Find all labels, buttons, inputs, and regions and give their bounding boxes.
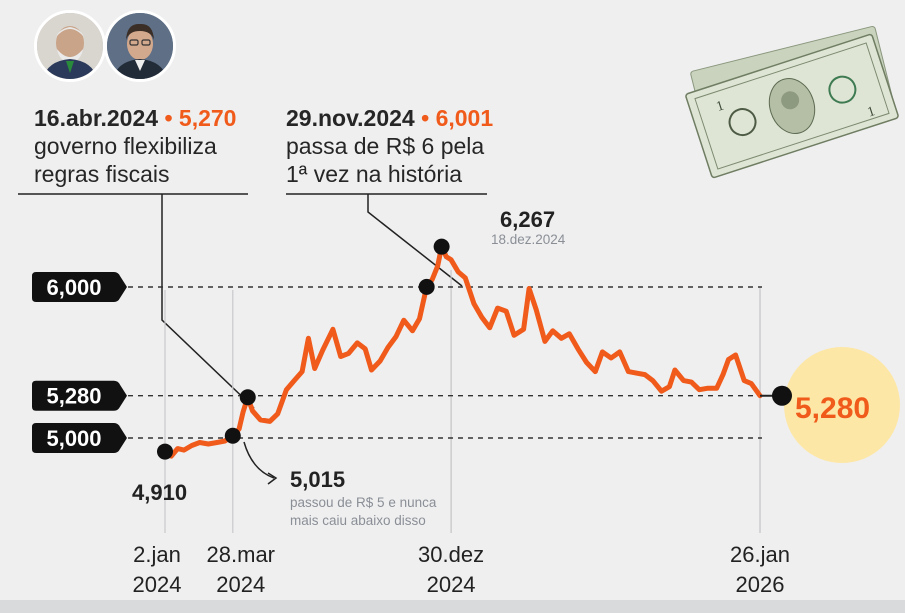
us-dollar-banknotes-icon: 1 1 — [685, 25, 899, 179]
x-axis: 2.jan 2024 28.mar 2024 30.dez 2024 26.jan 2026 — [133, 542, 790, 597]
annotation-separator: • — [164, 105, 173, 131]
data-label-end: 5,280 — [795, 392, 870, 425]
person-portrait-icon — [37, 13, 103, 79]
data-note-line-2: mais caiu abaixo disso — [290, 513, 426, 528]
data-label-peak: 6,267 — [500, 207, 555, 232]
annotation-value: 6,001 — [435, 105, 494, 131]
grid — [164, 270, 761, 533]
avatar-2 — [104, 10, 176, 82]
x-tick-label: 2024 — [133, 572, 182, 597]
x-tick-label: 30.dez — [418, 542, 484, 567]
annotation-date: 16.abr.2024 — [34, 105, 159, 131]
reference-lines: 6,000 5,280 5,000 — [32, 272, 762, 453]
svg-text:1: 1 — [715, 99, 726, 115]
annotation-first-time-six: 29.nov.2024 • 6,001 passa de R$ 6 pela 1… — [286, 104, 493, 188]
x-tick-label: 2.jan — [133, 542, 181, 567]
annotation-description-line-1: governo flexibiliza — [34, 133, 217, 159]
data-label-5015: 5,015 — [290, 467, 345, 492]
arrow-head-icon — [267, 472, 278, 485]
curved-arrow-icon — [243, 441, 275, 479]
x-tick-label: 2024 — [427, 572, 476, 597]
data-point-marker — [418, 278, 435, 295]
leader-line — [367, 194, 463, 287]
leader-line — [161, 194, 255, 409]
annotation-description-line-2: 1ª vez na história — [286, 161, 462, 187]
reference-pill-shape — [32, 272, 127, 302]
data-point-marker — [772, 385, 792, 406]
series-line — [162, 244, 763, 459]
annotation-separator: • — [421, 105, 430, 131]
x-tick-label: 26.jan — [730, 542, 790, 567]
data-point-marker — [433, 238, 450, 255]
reference-pill-shape — [32, 423, 127, 453]
annotation-value: 5,270 — [178, 105, 237, 131]
data-point-marker — [157, 443, 173, 460]
x-tick-label: 2026 — [736, 572, 785, 597]
reference-label: 5,280 — [46, 384, 101, 409]
bottom-bar — [0, 600, 905, 613]
label-group: 4,910 5,015 passou de R$ 5 e nunca mais cai… — [132, 207, 870, 528]
data-note-line-1: passou de R$ 5 e nunca — [290, 495, 437, 510]
annotation-description-line-2: regras fiscais — [34, 161, 170, 187]
reference-label: 6,000 — [46, 275, 101, 300]
reference-label-pill: 5,280 — [32, 380, 127, 411]
annotation-date: 29.nov.2024 — [286, 105, 415, 131]
data-point-marker — [239, 389, 256, 406]
x-tick-label: 2024 — [216, 572, 265, 597]
reference-label: 5,000 — [46, 426, 101, 451]
reference-pill-shape — [32, 380, 127, 411]
data-label-start: 4,910 — [132, 480, 187, 505]
data-label-peak-date: 18.dez.2024 — [491, 232, 566, 247]
data-point-marker — [224, 427, 241, 444]
svg-text:1: 1 — [866, 104, 877, 120]
annotation-fiscal-rules: 16.abr.2024 • 5,270 governo flexibiliza … — [34, 104, 236, 188]
reference-label-pill: 6,000 — [32, 272, 127, 302]
person-portrait-icon — [107, 13, 173, 79]
annotation-description-line-1: passa de R$ 6 pela — [286, 133, 485, 159]
x-tick-label: 28.mar — [207, 542, 275, 567]
marker-group — [157, 238, 900, 463]
reference-label-pill: 5,000 — [32, 423, 127, 453]
series-group — [162, 244, 763, 459]
end-value-circle — [784, 347, 900, 463]
